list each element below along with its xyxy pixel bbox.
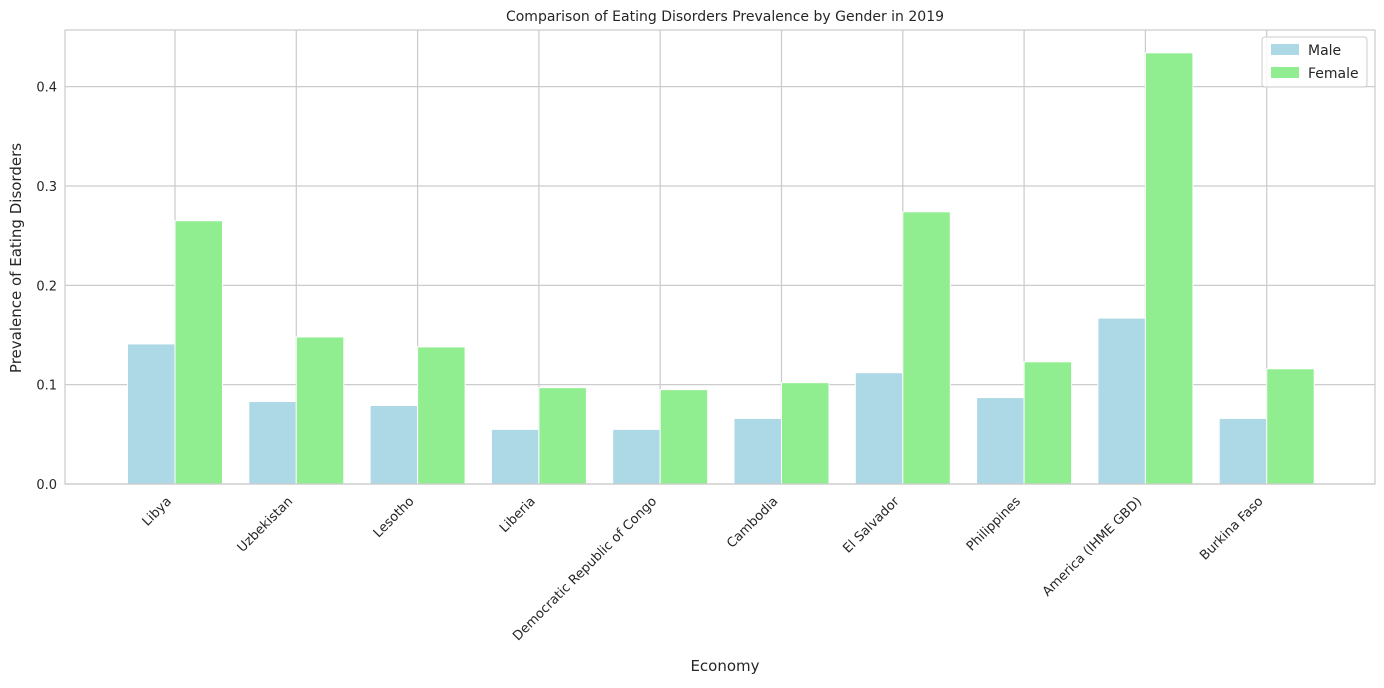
legend-swatch-male xyxy=(1271,44,1299,55)
x-tick-label: Cambodia xyxy=(724,494,781,551)
bar-male-7 xyxy=(854,372,904,485)
x-tick-label: Philippines xyxy=(964,494,1024,554)
bar-female-7 xyxy=(902,211,951,485)
bar-female-4 xyxy=(538,387,587,485)
bar-female-1 xyxy=(174,220,223,485)
bar-male-5 xyxy=(612,428,661,485)
legend-label-female: Female xyxy=(1308,66,1359,82)
x-tick-label: Democratic Republic of Congo xyxy=(510,494,660,644)
x-tick-label: El Salvador xyxy=(840,494,903,557)
x-tick-labels: Libya Uzbekistan Lesotho LiberiaDemocratic … xyxy=(140,494,1267,644)
bar-female-2 xyxy=(295,336,345,485)
bar-male-10 xyxy=(1218,417,1268,485)
bar-female-5 xyxy=(659,389,709,485)
y-tick-label: 0.0 xyxy=(36,478,57,493)
legend-label-male: Male xyxy=(1308,43,1341,59)
bar-female-8 xyxy=(1023,361,1073,485)
bar-male-9 xyxy=(1097,317,1146,485)
bars xyxy=(127,52,1315,485)
x-tick-label: Burkina Faso xyxy=(1197,494,1266,563)
y-tick-label: 0.4 xyxy=(36,81,57,96)
y-tick-label: 0.2 xyxy=(36,279,57,294)
bar-male-4 xyxy=(490,428,540,485)
bar-male-2 xyxy=(248,401,297,485)
y-tick-label: 0.3 xyxy=(36,180,57,195)
bar-female-3 xyxy=(417,346,466,485)
bar-male-3 xyxy=(369,405,419,485)
x-tick-label: Uzbekistan xyxy=(235,494,296,555)
legend-swatch-female xyxy=(1271,67,1299,78)
bar-male-1 xyxy=(127,343,176,485)
x-tick-label: America (IHME GBD) xyxy=(1040,494,1145,599)
plot-frame xyxy=(64,29,1376,485)
y-tick-labels: 0.0 0.1 0.2 0.3 0.4 xyxy=(36,81,57,493)
x-tick-label: Libya xyxy=(140,494,175,529)
y-axis-label: Prevalence of Eating Disorders xyxy=(7,143,25,373)
bar-male-8 xyxy=(976,397,1025,485)
bar-female-6 xyxy=(781,382,830,485)
x-tick-label: Lesotho xyxy=(371,494,418,541)
legend: Male Female xyxy=(1261,36,1368,88)
bar-male-6 xyxy=(733,417,782,485)
x-axis-label: Economy xyxy=(690,657,759,675)
y-tick-label: 0.1 xyxy=(36,379,57,394)
bar-female-9 xyxy=(1144,52,1194,485)
bar-female-10 xyxy=(1266,368,1315,485)
x-tick-label: Liberia xyxy=(497,494,539,536)
chart-title: Comparison of Eating Disorders Prevalenc… xyxy=(506,9,944,25)
